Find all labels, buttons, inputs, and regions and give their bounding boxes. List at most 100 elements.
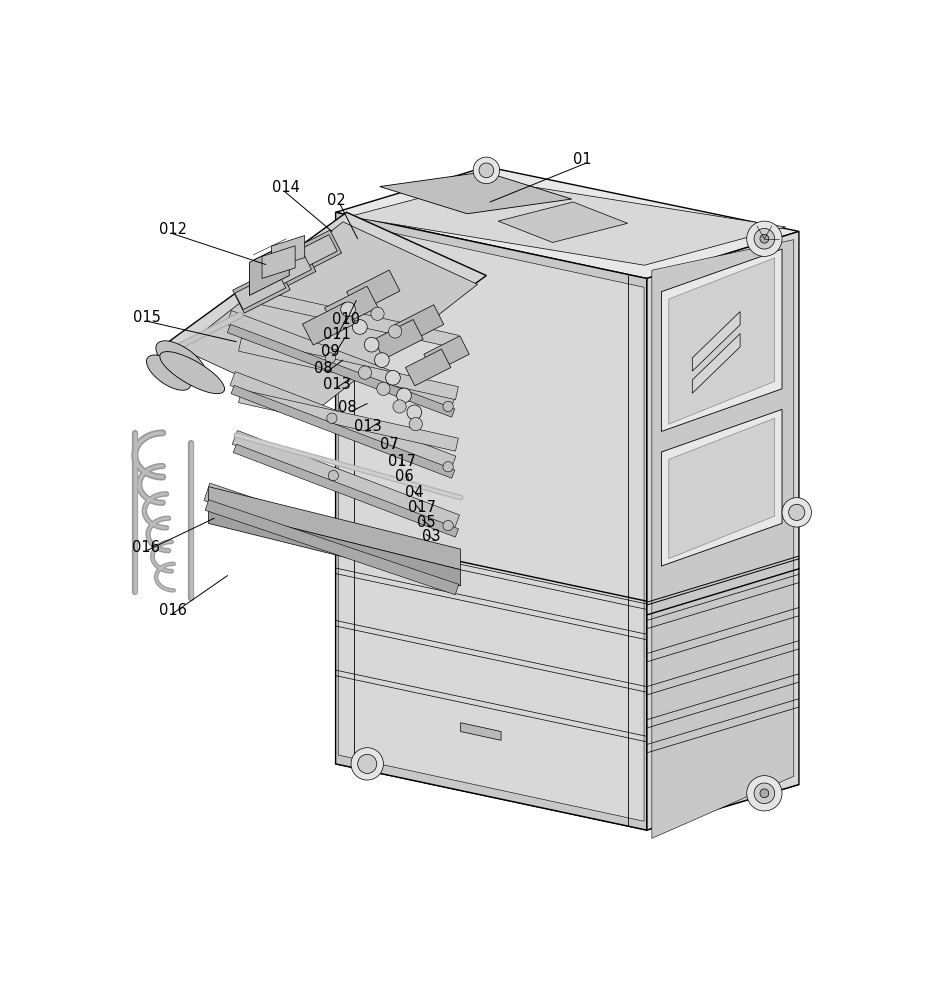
Polygon shape xyxy=(204,483,460,585)
Polygon shape xyxy=(205,500,458,595)
Polygon shape xyxy=(349,180,786,265)
Circle shape xyxy=(375,353,389,367)
Text: 04: 04 xyxy=(405,485,424,500)
Polygon shape xyxy=(233,267,290,313)
Circle shape xyxy=(388,325,401,338)
Circle shape xyxy=(397,388,411,403)
Circle shape xyxy=(371,307,384,320)
Polygon shape xyxy=(669,418,774,559)
Circle shape xyxy=(364,337,379,352)
Polygon shape xyxy=(287,235,337,273)
Text: 06: 06 xyxy=(395,469,414,484)
Circle shape xyxy=(754,228,774,249)
Polygon shape xyxy=(303,302,356,345)
Polygon shape xyxy=(231,385,455,478)
Ellipse shape xyxy=(146,355,191,390)
Ellipse shape xyxy=(159,352,225,394)
Polygon shape xyxy=(227,311,456,409)
Polygon shape xyxy=(460,723,501,740)
Polygon shape xyxy=(230,372,456,470)
Text: 09: 09 xyxy=(321,344,340,359)
Polygon shape xyxy=(169,212,486,405)
Text: 012: 012 xyxy=(159,222,187,237)
Polygon shape xyxy=(284,230,342,276)
Circle shape xyxy=(377,382,390,395)
Polygon shape xyxy=(405,349,451,386)
Polygon shape xyxy=(424,336,469,373)
Polygon shape xyxy=(271,236,305,268)
Polygon shape xyxy=(261,253,311,291)
Text: 017: 017 xyxy=(388,454,416,469)
Polygon shape xyxy=(209,487,460,570)
Polygon shape xyxy=(238,390,458,451)
Polygon shape xyxy=(228,324,455,417)
Polygon shape xyxy=(652,240,793,838)
Polygon shape xyxy=(693,334,740,393)
Polygon shape xyxy=(498,202,627,242)
Text: 08: 08 xyxy=(313,361,332,376)
Circle shape xyxy=(443,520,454,531)
Polygon shape xyxy=(380,172,571,214)
Polygon shape xyxy=(250,242,289,295)
Circle shape xyxy=(409,417,422,431)
Polygon shape xyxy=(238,338,458,400)
Text: 016: 016 xyxy=(132,540,159,555)
Polygon shape xyxy=(336,718,799,830)
Text: 014: 014 xyxy=(271,180,300,195)
Text: 03: 03 xyxy=(422,529,441,544)
Polygon shape xyxy=(233,444,458,537)
Circle shape xyxy=(328,470,339,481)
Text: 017: 017 xyxy=(408,500,437,515)
Polygon shape xyxy=(181,222,477,411)
Circle shape xyxy=(358,754,377,773)
Circle shape xyxy=(474,157,499,184)
Polygon shape xyxy=(374,319,423,359)
Polygon shape xyxy=(209,507,460,586)
Circle shape xyxy=(479,163,493,178)
Circle shape xyxy=(747,221,782,256)
Circle shape xyxy=(407,405,421,420)
Circle shape xyxy=(359,366,372,379)
Circle shape xyxy=(443,462,454,472)
Polygon shape xyxy=(669,258,774,424)
Circle shape xyxy=(760,234,769,243)
Text: 08: 08 xyxy=(338,400,357,415)
Text: 07: 07 xyxy=(381,437,400,452)
Polygon shape xyxy=(646,231,799,830)
Polygon shape xyxy=(234,271,286,310)
Text: 015: 015 xyxy=(133,310,161,325)
Circle shape xyxy=(352,320,367,334)
Polygon shape xyxy=(258,248,316,295)
Circle shape xyxy=(789,504,805,520)
Polygon shape xyxy=(395,305,444,344)
Circle shape xyxy=(747,776,782,811)
Circle shape xyxy=(341,302,356,317)
Ellipse shape xyxy=(156,341,206,381)
Text: 011: 011 xyxy=(323,327,351,342)
Polygon shape xyxy=(661,409,782,566)
Text: 013: 013 xyxy=(354,419,381,434)
Circle shape xyxy=(351,748,383,780)
Circle shape xyxy=(760,789,769,798)
Circle shape xyxy=(754,783,774,804)
Text: 05: 05 xyxy=(418,515,436,530)
Text: 016: 016 xyxy=(159,603,187,618)
Circle shape xyxy=(326,413,337,423)
Polygon shape xyxy=(238,287,458,348)
Circle shape xyxy=(385,370,400,385)
Polygon shape xyxy=(336,212,646,830)
Polygon shape xyxy=(233,430,459,529)
Polygon shape xyxy=(262,246,295,278)
Polygon shape xyxy=(693,312,740,371)
Text: 02: 02 xyxy=(326,193,345,208)
Polygon shape xyxy=(325,286,378,329)
Polygon shape xyxy=(661,249,782,431)
Circle shape xyxy=(326,353,336,363)
Circle shape xyxy=(393,400,406,413)
Polygon shape xyxy=(336,167,799,278)
Text: 013: 013 xyxy=(323,377,351,392)
Circle shape xyxy=(443,401,454,412)
Polygon shape xyxy=(346,270,400,313)
Text: 01: 01 xyxy=(573,152,592,167)
Polygon shape xyxy=(338,221,644,821)
